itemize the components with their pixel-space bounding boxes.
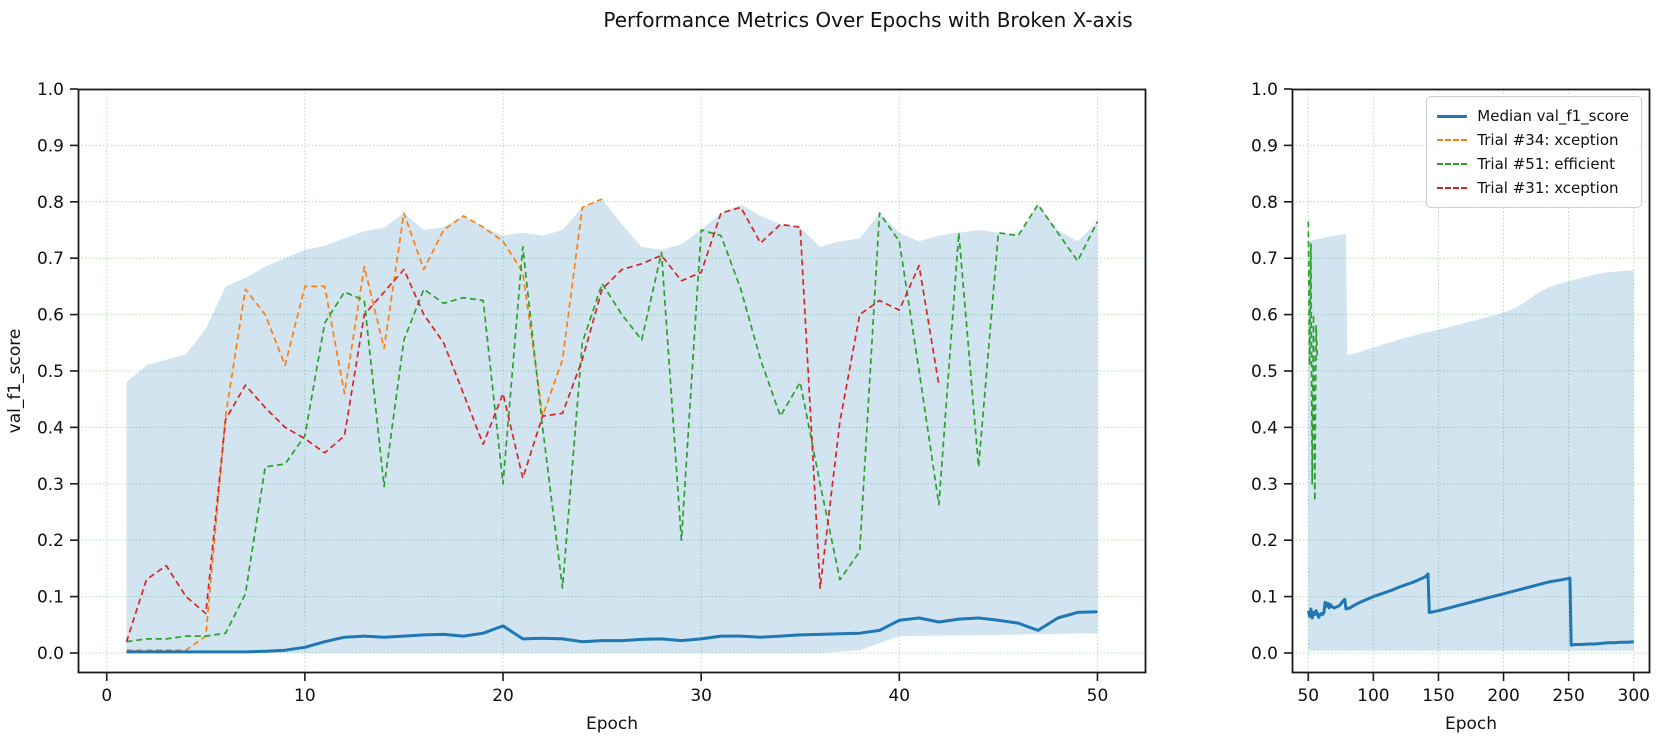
y-tick-label: 0.1: [1251, 588, 1278, 608]
right-subplot: 50 100 150 200 250 300 0.0 0.1 0.2 0.3 0.4 0.5 0.6 0.…: [1251, 80, 1651, 734]
y-tick-label: 0.2: [37, 531, 64, 551]
series-trial-31-xception: [125, 206, 940, 642]
y-tick-label: 0.0: [37, 644, 64, 664]
y-tick-label: 0.3: [1251, 475, 1278, 495]
right-plot-svg: 50 100 150 200 250 300 0.0 0.1 0.2 0.3 0.4 0.5 0.6 0.…: [1251, 80, 1651, 734]
axes-spines: [1291, 88, 1651, 674]
y-tick-label: 1.0: [37, 80, 64, 100]
x-tick-label: 0: [101, 686, 112, 706]
x-tick-label: 50: [1297, 686, 1319, 706]
x-tick-label: 200: [1487, 686, 1519, 706]
axes-spines: [77, 88, 1147, 674]
min-max-band: [126, 199, 1098, 653]
legend-label: Median val_f1_score: [1477, 107, 1629, 125]
y-axis-label: val_f1_score: [5, 329, 25, 434]
figure-title: Performance Metrics Over Epochs with Bro…: [603, 8, 1133, 32]
x-tick-label: 50: [1087, 686, 1109, 706]
left-plot-svg: 0 10 20 30 40 50 0.0 0.1 0.2 0.3 0.4 0.5 0.6 0.7 0.8 0.…: [5, 80, 1147, 734]
x-tick-label: 250: [1552, 686, 1584, 706]
x-tick-label: 10: [294, 686, 316, 706]
y-tick-label: 0.7: [37, 249, 64, 269]
x-tick-label: 20: [492, 686, 514, 706]
y-tick-label: 0.8: [1251, 193, 1278, 213]
x-tick-label: 100: [1357, 686, 1389, 706]
y-tick-label: 0.9: [37, 136, 64, 156]
legend-line-sample: [1437, 114, 1468, 118]
x-axis-label: Epoch: [586, 714, 638, 734]
x-tick-label: 40: [888, 686, 910, 706]
y-tick-label: 0.9: [1251, 136, 1278, 156]
y-tick-label: 1.0: [1251, 80, 1278, 100]
y-tick-label: 0.5: [1251, 362, 1278, 382]
y-tick-label: 0.1: [37, 588, 64, 608]
y-tick-label: 0.5: [37, 362, 64, 382]
y-tick-label: 0.7: [1251, 249, 1278, 269]
y-tick-label: 0.2: [1251, 531, 1278, 551]
x-tick-label: 300: [1618, 686, 1650, 706]
y-tick-label: 0.3: [37, 475, 64, 495]
y-tick-label: 0.4: [37, 418, 64, 438]
legend-line-sample: [1437, 139, 1468, 141]
y-tick-label: 0.4: [1251, 418, 1278, 438]
left-subplot: 0 10 20 30 40 50 0.0 0.1 0.2 0.3 0.4 0.5 0.6 0.7 0.8 0.…: [5, 80, 1147, 734]
series-trial-51-efficient: [126, 203, 1099, 643]
y-tick-label: 0.6: [1251, 306, 1278, 326]
legend-label: Trial #31: xception: [1477, 179, 1619, 197]
y-tick-label: 0.6: [37, 306, 64, 326]
legend-label: Trial #34: xception: [1477, 131, 1619, 149]
y-tick-label: 0.8: [37, 193, 64, 213]
series-median-val-f1-score: [126, 610, 1098, 654]
y-tick-label: 0.0: [1251, 644, 1278, 664]
x-tick-label: 30: [690, 686, 712, 706]
x-tick-label: 150: [1422, 686, 1454, 706]
legend-item: Trial #31: xception: [1437, 176, 1629, 200]
legend-label: Trial #51: efficient: [1477, 155, 1615, 173]
legend: Median val_f1_score Trial #34: xception Tr…: [1426, 96, 1642, 208]
legend-item: Median val_f1_score: [1437, 104, 1629, 128]
legend-item: Trial #34: xception: [1437, 128, 1629, 152]
series-trial-51-efficient: [1307, 221, 1319, 502]
x-axis-label: Epoch: [1445, 714, 1497, 734]
legend-item: Trial #51: efficient: [1437, 152, 1629, 176]
legend-line-sample: [1437, 187, 1468, 189]
series-median-val-f1-score: [1306, 572, 1634, 647]
min-max-band: [1308, 234, 1634, 651]
legend-line-sample: [1437, 163, 1468, 165]
